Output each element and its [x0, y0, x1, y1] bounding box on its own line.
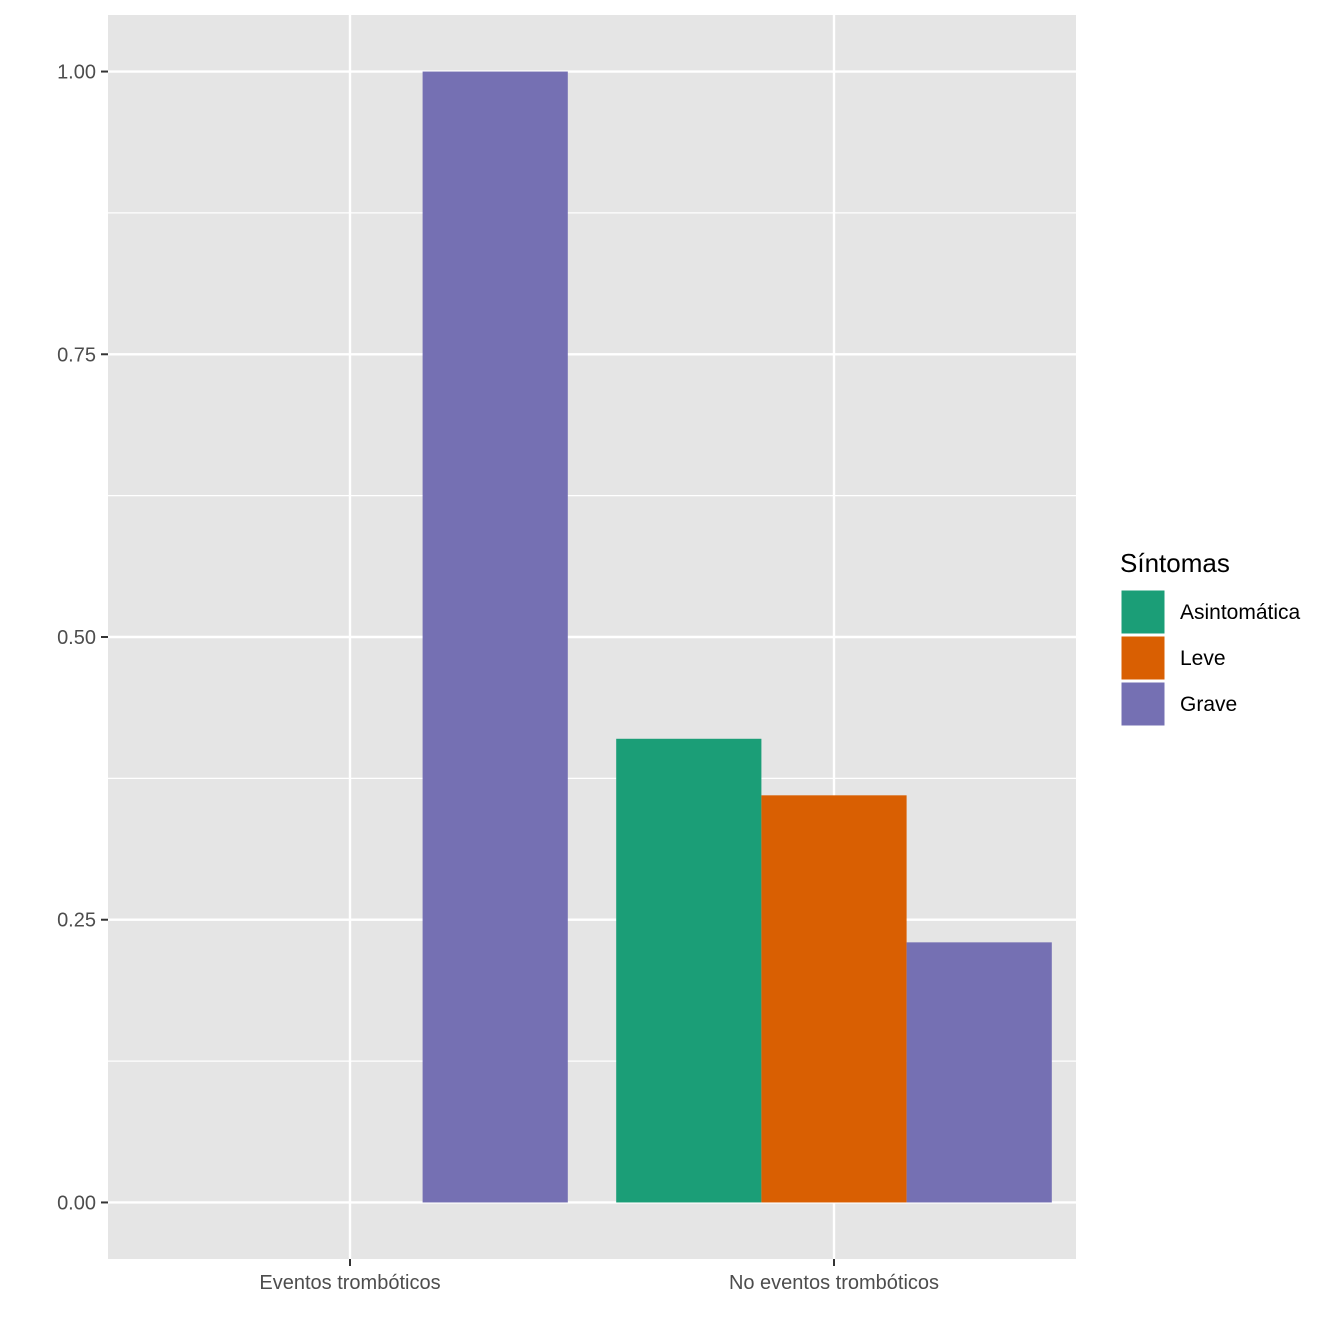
- bar-grave-0: [422, 71, 568, 1203]
- x-tick-label: No eventos trombóticos: [729, 1272, 939, 1294]
- y-tick-label: 0.75: [57, 344, 96, 366]
- bar-asintom-tica-1: [616, 738, 762, 1203]
- legend-label: Asintomática: [1180, 601, 1301, 624]
- legend-label: Grave: [1180, 693, 1237, 716]
- legend-key-leve: [1121, 636, 1165, 680]
- y-tick-label: 0.00: [57, 1192, 96, 1214]
- bar-grave-1: [906, 942, 1052, 1203]
- y-tick-label: 1.00: [57, 62, 96, 84]
- axes: 0.00 0.25 0.50 0.75 1.00 Eventos trombóticos N…: [57, 62, 939, 1294]
- legend-key-grave: [1121, 682, 1165, 726]
- legend-title: Síntomas: [1120, 548, 1230, 578]
- legend-label: Leve: [1180, 647, 1226, 670]
- bars: [422, 71, 1052, 1203]
- y-tick-label: 0.50: [57, 627, 96, 649]
- x-tick-label: Eventos trombóticos: [259, 1272, 440, 1294]
- legend-key-asintom-tica: [1121, 590, 1165, 634]
- legend: Síntomas Asintomática Leve Grave: [1120, 548, 1301, 727]
- y-tick-label: 0.25: [57, 910, 96, 932]
- bar-leve-1: [761, 795, 907, 1203]
